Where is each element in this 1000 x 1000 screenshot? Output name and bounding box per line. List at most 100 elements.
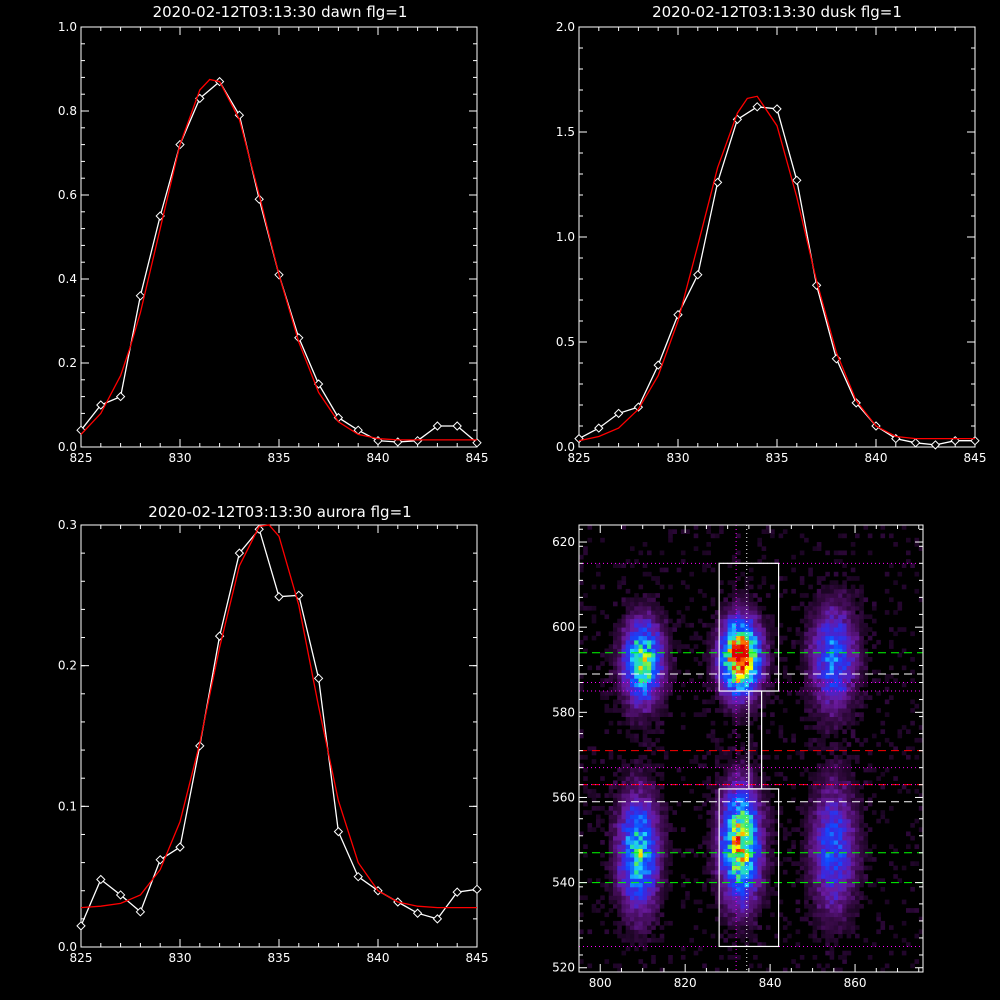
heatmap-cell [761,891,767,896]
heatmap-cell [621,614,627,620]
heatmap-cell [753,763,758,769]
heatmap-cell [651,908,656,913]
heatmap-cell [680,827,686,832]
heatmap-cell [880,886,886,892]
heatmap-cell [753,686,758,692]
heatmap-cell [816,810,822,815]
heatmap-cell [719,797,724,803]
heatmap-cell [825,593,830,598]
heatmap-cell [663,610,669,615]
heatmap-cell [702,840,707,845]
heatmap-cell [821,686,826,692]
heatmap-cell [710,686,716,692]
heatmap-cell [855,639,860,645]
heatmap-cell [723,601,728,607]
heatmap-cell [634,720,639,726]
heatmap-cell [723,840,728,845]
heatmap-cell [613,797,618,803]
heatmap-cell [647,631,652,637]
heatmap-cell [833,742,839,747]
heatmap-cell [748,903,754,909]
heatmap-cell [825,678,830,683]
heatmap-cell [838,648,843,654]
heatmap-cell [829,661,835,666]
heatmap-cell [663,618,669,624]
heatmap-cell [761,686,767,692]
heatmap-cell [846,576,852,581]
heatmap-cell [778,593,784,598]
heatmap-cell [630,674,635,679]
heatmap-cell [812,546,818,551]
heatmap-cell [825,852,830,858]
heatmap-cell [731,605,737,611]
heatmap-cell [808,848,813,854]
heatmap-cell [850,878,856,883]
heatmap-cell [659,622,665,628]
heatmap-cell [816,767,822,773]
heatmap-cell [651,806,656,811]
heatmap-cell [910,708,915,713]
heatmap-cell [863,865,869,871]
heatmap-cell [740,857,745,862]
aurora-ytick-label: 0.3 [58,518,77,532]
heatmap-cell [765,784,771,790]
heatmap-cell [842,571,847,577]
heatmap-cell [838,929,843,935]
heatmap-cell [714,639,720,645]
heatmap-cell [838,712,843,717]
heatmap-cell [842,657,847,662]
heatmap-cell [634,788,639,794]
heatmap-cell [748,750,754,756]
heatmap-cell [816,797,822,803]
heatmap-cell [714,810,720,815]
heatmap-cell [736,597,741,603]
heatmap-cell [663,652,669,658]
heatmap-cell [659,682,665,688]
heatmap-cell [740,712,745,717]
heatmap-cell [634,784,639,790]
heatmap-cell [846,797,852,803]
heatmap-cell [642,916,648,922]
heatmap-cell [842,891,847,896]
heatmap-cell [630,912,635,918]
heatmap-cell [630,929,635,935]
heatmap-cell [808,801,813,807]
heatmap-cell [723,712,728,717]
heatmap-cell [812,622,818,628]
heatmap-cell [647,742,652,747]
heatmap-cell [838,806,843,811]
heatmap-cell [757,942,762,947]
heatmap-cell [736,657,741,662]
heatmap-cell [736,750,741,756]
heatmap-cell [736,665,741,671]
heatmap-cell [736,716,741,722]
heatmap-cell [676,639,682,645]
heatmap-cell [812,933,818,939]
heatmap-cell [710,601,716,607]
heatmap-cell [812,861,818,866]
heatmap-cell [859,831,864,837]
heatmap-cell [770,699,775,705]
heatmap-cell [757,712,762,717]
heatmap-cell [838,810,843,815]
heatmap-cell [770,618,775,624]
heatmap-cell [829,925,835,930]
heatmap-cell [655,708,660,713]
heatmap-cell [740,933,745,939]
heatmap-cell [846,886,852,892]
heatmap-cell [600,895,605,901]
heatmap-cell [621,686,627,692]
heatmap-cell [638,810,644,815]
heatmap-cell [659,882,665,888]
heatmap-cell [833,627,839,632]
heatmap-cell [719,763,724,769]
heatmap-cell [710,933,716,939]
heatmap-cell [829,593,835,598]
heatmap-cell [617,793,622,798]
heatmap-cell [812,908,818,913]
heatmap-cell [838,891,843,896]
heatmap-cell [782,776,788,781]
heatmap-cell [621,903,627,909]
heatmap-cell [897,571,903,577]
heatmap-cell [736,776,741,781]
